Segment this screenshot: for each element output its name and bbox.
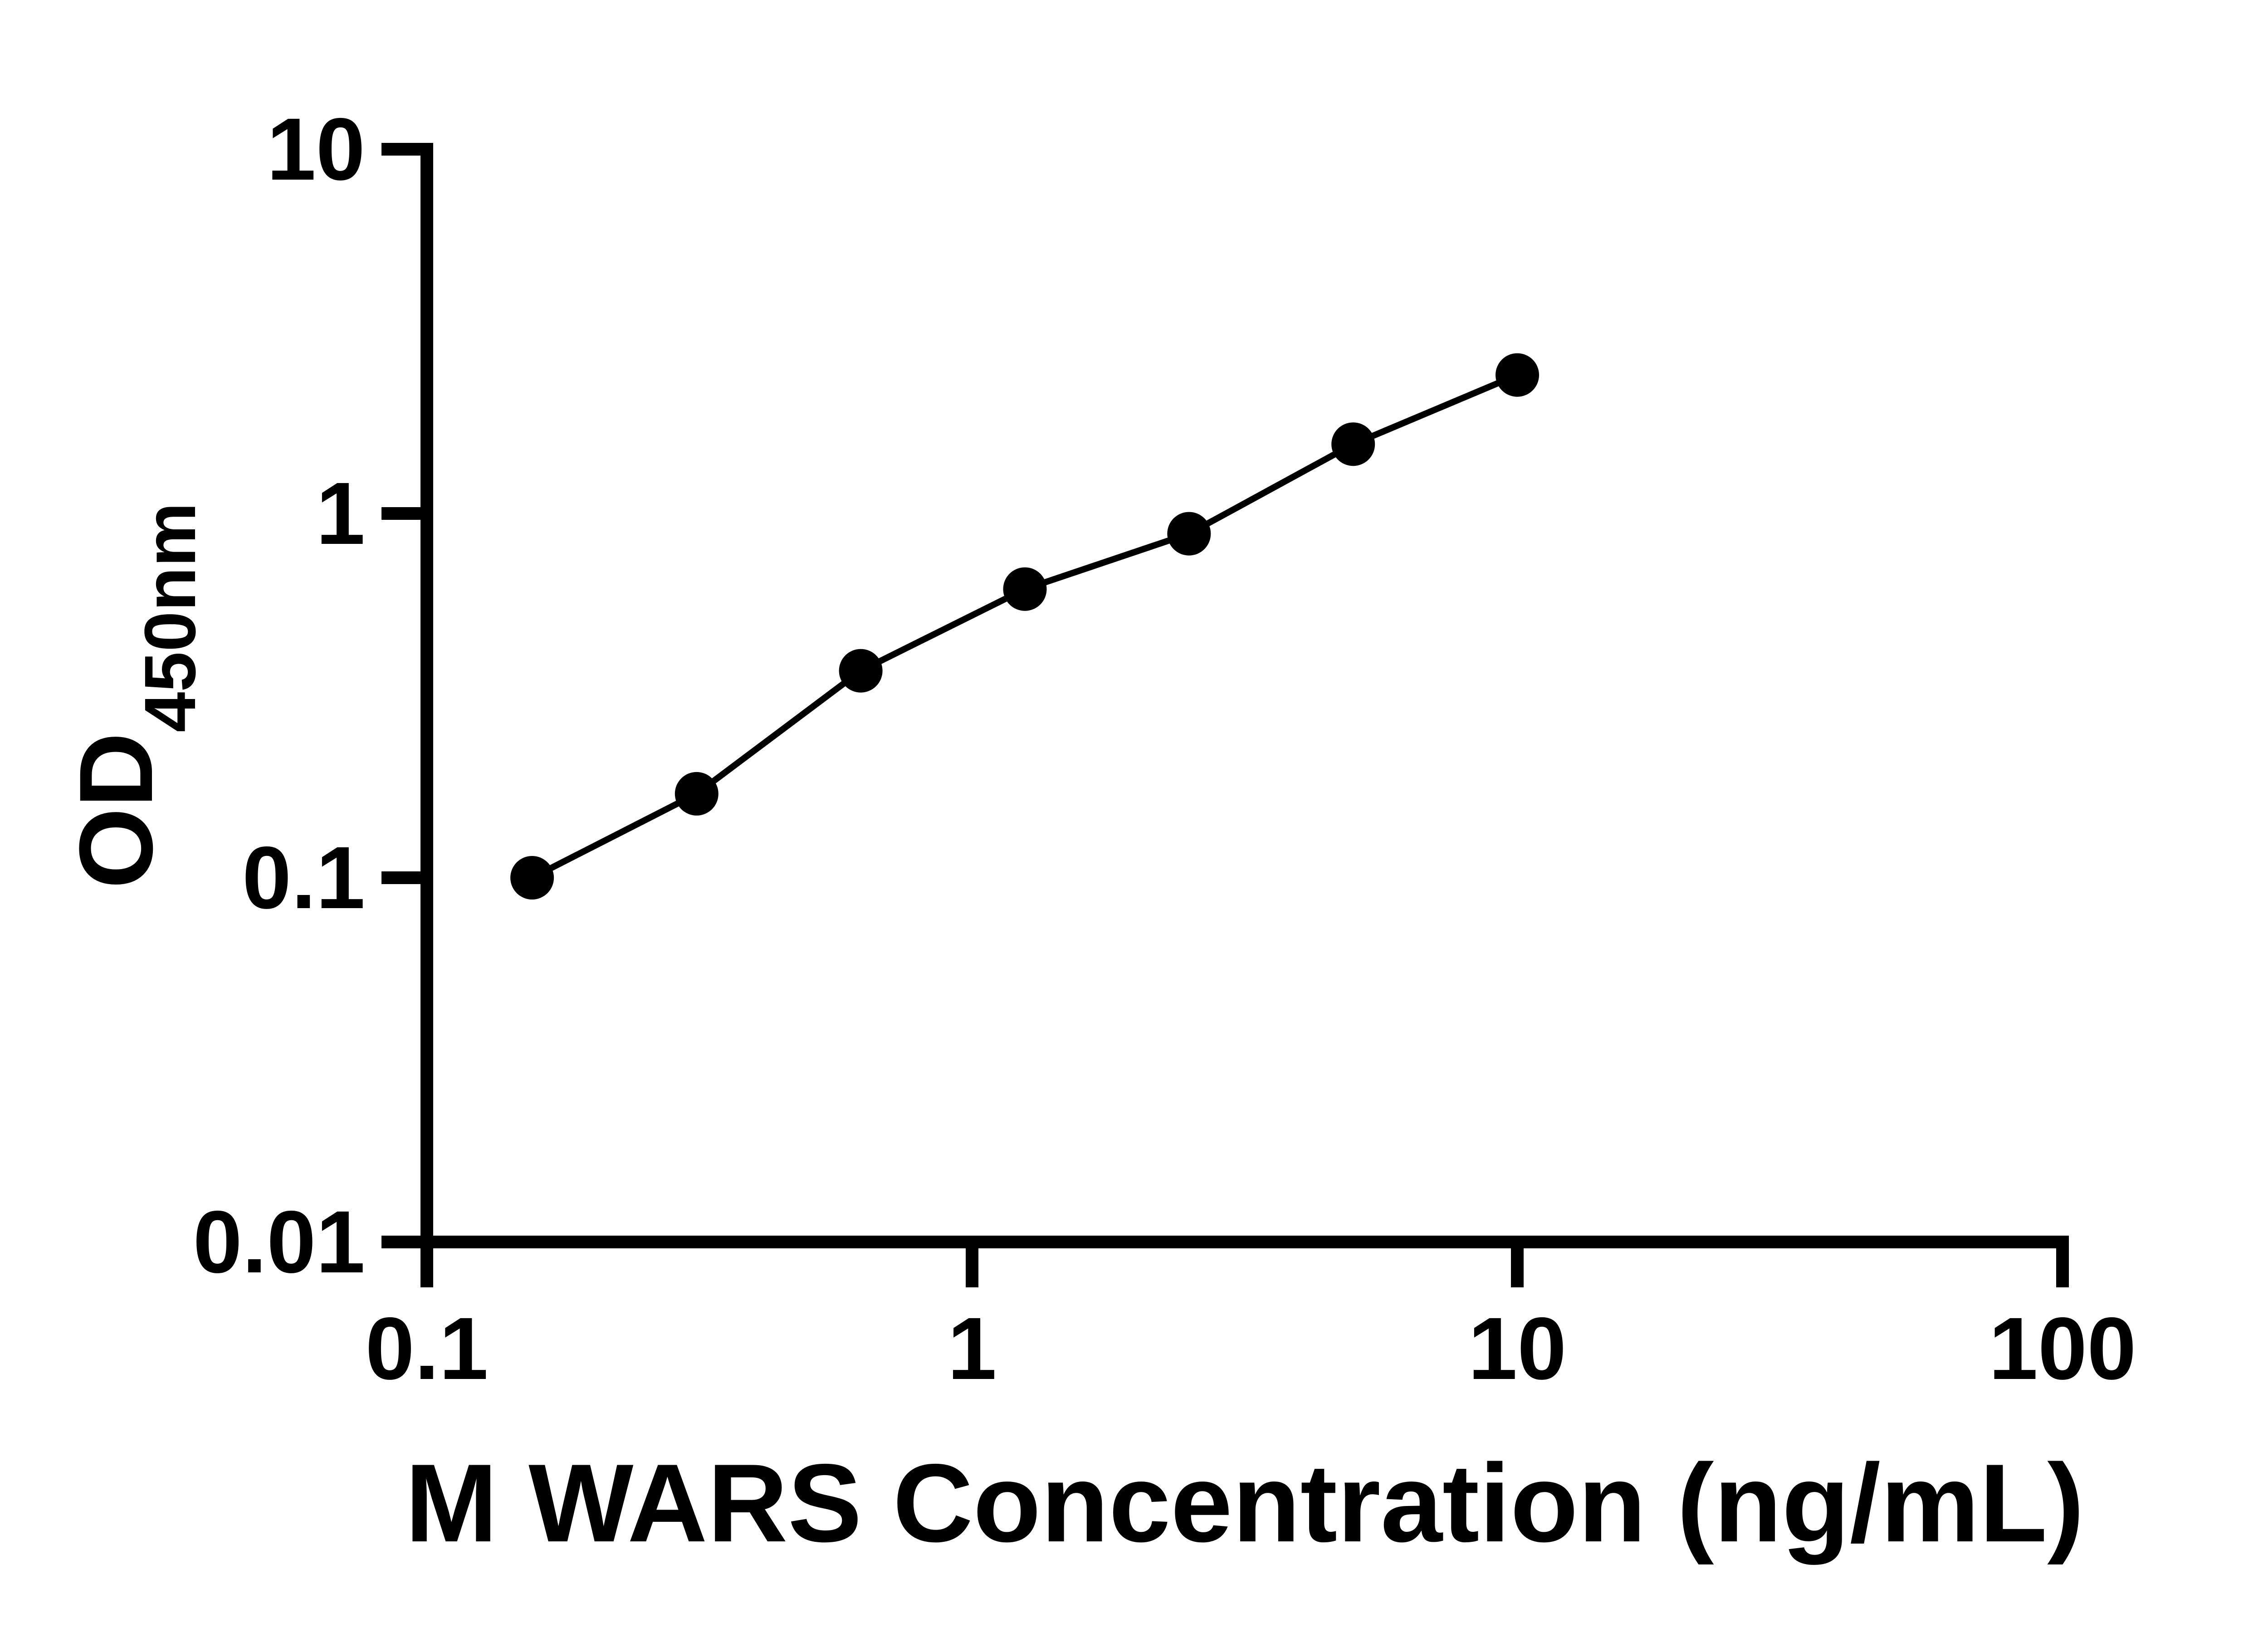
data-point <box>675 772 719 816</box>
y-axis-title-main: OD <box>58 732 174 889</box>
data-point <box>1331 422 1375 466</box>
y-tick-label: 1 <box>316 464 365 563</box>
x-tick-label: 0.1 <box>365 1299 488 1398</box>
data-point <box>1496 353 1539 397</box>
data-point <box>1167 512 1211 556</box>
y-tick-label: 0.1 <box>242 828 365 927</box>
x-axis-title: M WARS Concentration (ng/mL) <box>405 1441 2084 1565</box>
y-tick-label: 10 <box>267 100 365 199</box>
y-axis-title: OD450nm <box>58 503 210 889</box>
data-point <box>1003 567 1047 611</box>
y-tick-label: 0.01 <box>193 1193 365 1291</box>
y-axis-title-subscript: 450nm <box>129 503 210 733</box>
data-point <box>839 649 883 693</box>
x-tick-label: 1 <box>948 1299 997 1398</box>
data-point <box>510 856 554 900</box>
x-tick-label: 100 <box>1989 1299 2136 1398</box>
x-tick-label: 10 <box>1468 1299 1567 1398</box>
